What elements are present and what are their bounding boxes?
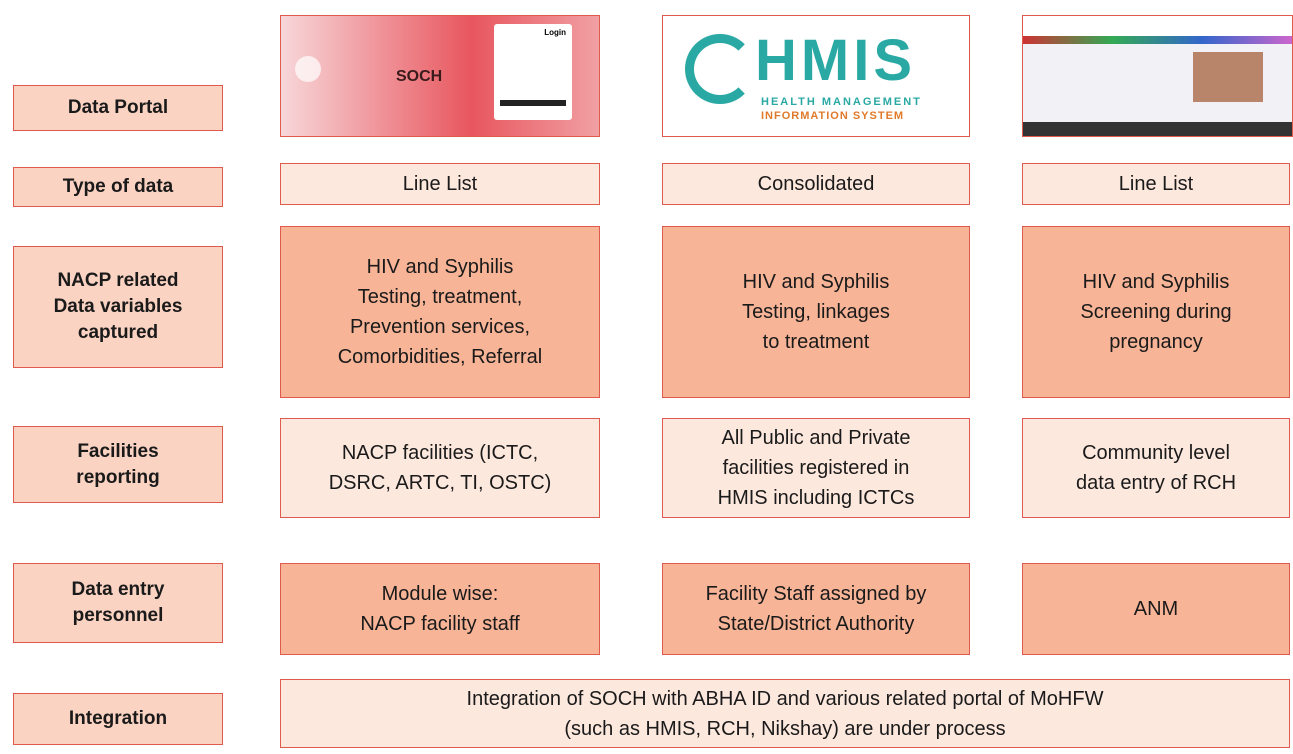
rch-portal-image [1022,15,1293,137]
text-line: All Public and Private [721,427,911,449]
text-line: ANM [1133,598,1179,620]
text-line: to treatment [762,331,870,353]
hmis-subtitle-1: HEALTH MANAGEMENT [761,96,922,108]
row-label: NACP related Data variables captured [13,246,223,368]
cell: Module wise: NACP facility staff [280,563,600,655]
text-line: Community level [1082,442,1230,464]
cell: HIV and Syphilis Screening during pregnanc… [1022,226,1290,398]
text-line: Integration [68,708,168,729]
text-line: State/District Authority [717,613,915,635]
text-line: NACP related [57,270,179,291]
text-line: Module wise: [381,583,499,605]
text-line: NACP facility staff [360,613,520,635]
text-line: Prevention services, [349,316,531,338]
text-line: Type of data [62,176,174,197]
nav [1023,36,1292,44]
footer [1023,122,1292,136]
cell: Line List [1022,163,1290,205]
hmis-subtitle-2: INFORMATION SYSTEM [761,110,905,122]
text-line: Line List [1118,173,1194,195]
text-line: captured [77,322,159,343]
soch-portal-image: SOCH Login [280,15,600,137]
cell: Community level data entry of RCH [1022,418,1290,518]
cell: Integration of SOCH with ABHA ID and var… [280,679,1290,748]
text-line: facilities registered in [722,457,910,479]
hmis-portal-image: HMIS HEALTH MANAGEMENT INFORMATION SYSTE… [662,15,970,137]
text-line: Screening during [1080,301,1232,323]
row-label: Type of data [13,167,223,207]
text-line: data entry of RCH [1075,472,1237,494]
text-line: Testing, treatment, [357,286,523,308]
text-line: Data entry [71,579,165,600]
row-label: Data Portal [13,85,223,131]
row-label: Data entry personnel [13,563,223,643]
text-line: Line List [402,173,478,195]
logo [295,56,321,82]
text-line: Data variables [53,296,183,317]
text-line: Testing, linkages [742,301,890,323]
text-line: NACP facilities (ICTC, [341,442,539,464]
text-line: (such as HMIS, RCH, Nikshay) are under p… [564,717,1006,740]
text-line: personnel [72,605,164,626]
text-line: HIV and Syphilis [742,271,890,293]
cell: NACP facilities (ICTC, DSRC, ARTC, TI, OS… [280,418,600,518]
cell: Consolidated [662,163,970,205]
cell: Facility Staff assigned by State/District… [662,563,970,655]
text-line: Integration of SOCH with ABHA ID and var… [466,687,1104,710]
text-line: HMIS including ICTCs [717,487,915,509]
text-line: Facility Staff assigned by [705,583,927,605]
login-button [500,100,566,106]
cell: HIV and Syphilis Testing, treatment, Preve… [280,226,600,398]
login-panel: Login [494,24,572,120]
hmis-title: HMIS [755,28,916,93]
cell: HIV and Syphilis Testing, linkages to trea… [662,226,970,398]
photo [1193,52,1263,102]
text-line: DSRC, ARTC, TI, OSTC) [328,472,552,494]
text-line: Data Portal [67,97,169,118]
soch-title: SOCH [396,68,443,85]
text-line: HIV and Syphilis [1082,271,1230,293]
header [1023,16,1292,36]
row-label: Facilities reporting [13,426,223,503]
hmis-logo [685,34,755,104]
cell: ANM [1022,563,1290,655]
cell: Line List [280,163,600,205]
text-line: pregnancy [1109,331,1203,353]
row-label: Integration [13,693,223,745]
text-line: HIV and Syphilis [366,256,514,278]
text-line: Facilities [77,440,159,462]
text-line: reporting [76,466,160,488]
login-title: Login [544,28,566,37]
cell: All Public and Private facilities registe… [662,418,970,518]
text-line: Consolidated [757,173,875,195]
text-line: Comorbidities, Referral [337,346,543,368]
